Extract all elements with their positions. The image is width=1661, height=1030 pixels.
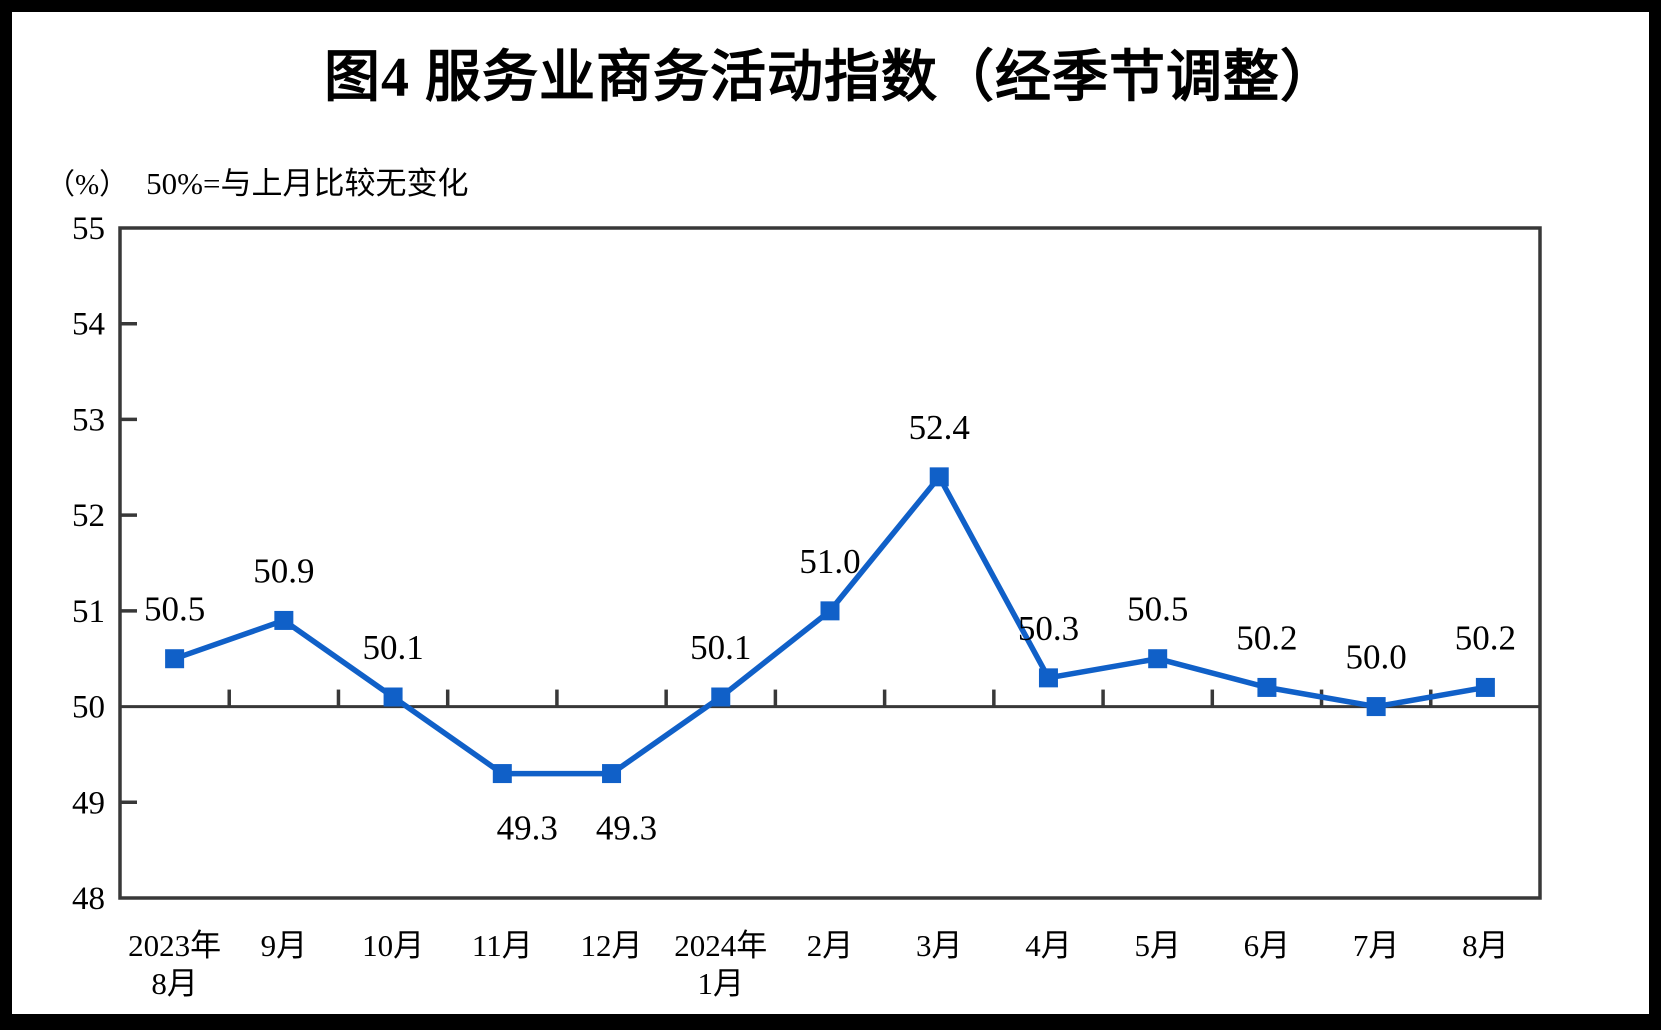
data-point-label: 50.1 xyxy=(690,628,751,667)
data-point-label: 49.3 xyxy=(497,809,558,848)
x-axis-category-label: 5月 xyxy=(1134,928,1181,963)
y-axis-tick-label: 51 xyxy=(72,594,105,630)
data-point-marker xyxy=(820,601,840,621)
x-axis-category-label: 9月 xyxy=(261,928,308,963)
data-point-label: 50.5 xyxy=(144,590,205,629)
data-point-label: 50.2 xyxy=(1455,618,1516,657)
x-axis-category-label: 7月 xyxy=(1353,928,1400,963)
x-axis-category-label: 11月 xyxy=(472,928,533,963)
line-chart: 48 49 50 51 52 53 54 55 2023年 8月 9月 10月 11月 12月 2024年 1… xyxy=(72,211,1542,1001)
y-axis-tick-label: 54 xyxy=(72,307,105,343)
chart-title: 图4 服务业商务活动指数（经季节调整） xyxy=(324,47,1337,109)
data-point-label: 51.0 xyxy=(799,542,860,581)
data-point-label: 50.3 xyxy=(1018,609,1079,648)
data-point-marker xyxy=(602,764,622,784)
x-axis-category-label: 8月 xyxy=(1462,928,1509,963)
data-point-marker xyxy=(711,687,731,707)
data-point-marker xyxy=(1257,677,1277,697)
data-point-label: 49.3 xyxy=(596,809,657,848)
axis-note-row: （%） 50%=与上月比较无变化 xyxy=(46,158,468,203)
x-axis-category-label: 2023年 8月 xyxy=(128,928,221,1001)
reference-note: 50%=与上月比较无变化 xyxy=(146,166,469,201)
data-point-label: 52.4 xyxy=(909,408,970,447)
data-point-marker xyxy=(1366,697,1386,717)
data-point-label: 50.2 xyxy=(1236,618,1297,657)
data-point-marker xyxy=(929,467,949,487)
x-axis-category-label: 3月 xyxy=(916,928,963,963)
data-point-label: 50.9 xyxy=(253,551,314,590)
x-axis-category-label: 12月 xyxy=(581,928,643,963)
x-axis-category-label: 10月 xyxy=(362,928,424,963)
x-axis-category-label: 4月 xyxy=(1025,928,1072,963)
y-axis-tick-label: 52 xyxy=(72,498,105,534)
y-axis-tick-label: 48 xyxy=(72,881,105,917)
data-point-marker xyxy=(1038,668,1058,688)
y-axis-tick-label: 49 xyxy=(72,785,105,821)
data-point-marker xyxy=(1148,649,1168,669)
x-axis-category-label: 6月 xyxy=(1244,928,1291,963)
data-point-marker xyxy=(274,610,294,630)
y-axis-tick-label: 55 xyxy=(72,211,105,247)
plot-border xyxy=(118,226,1542,900)
data-point-marker xyxy=(1475,677,1495,697)
x-axis-category-label: 2024年 1月 xyxy=(674,928,767,1001)
y-axis-tick-label: 50 xyxy=(72,690,105,726)
data-point-label: 50.5 xyxy=(1127,590,1188,629)
data-point-marker xyxy=(492,764,512,784)
y-axis-unit-label: （%） xyxy=(46,169,129,201)
data-point-marker xyxy=(165,649,185,669)
data-point-label: 50.1 xyxy=(362,628,423,667)
x-axis-category-label: 2月 xyxy=(807,928,854,963)
data-point-label: 50.0 xyxy=(1346,638,1407,677)
data-point-marker xyxy=(383,687,403,707)
y-axis-tick-label: 53 xyxy=(72,402,105,438)
